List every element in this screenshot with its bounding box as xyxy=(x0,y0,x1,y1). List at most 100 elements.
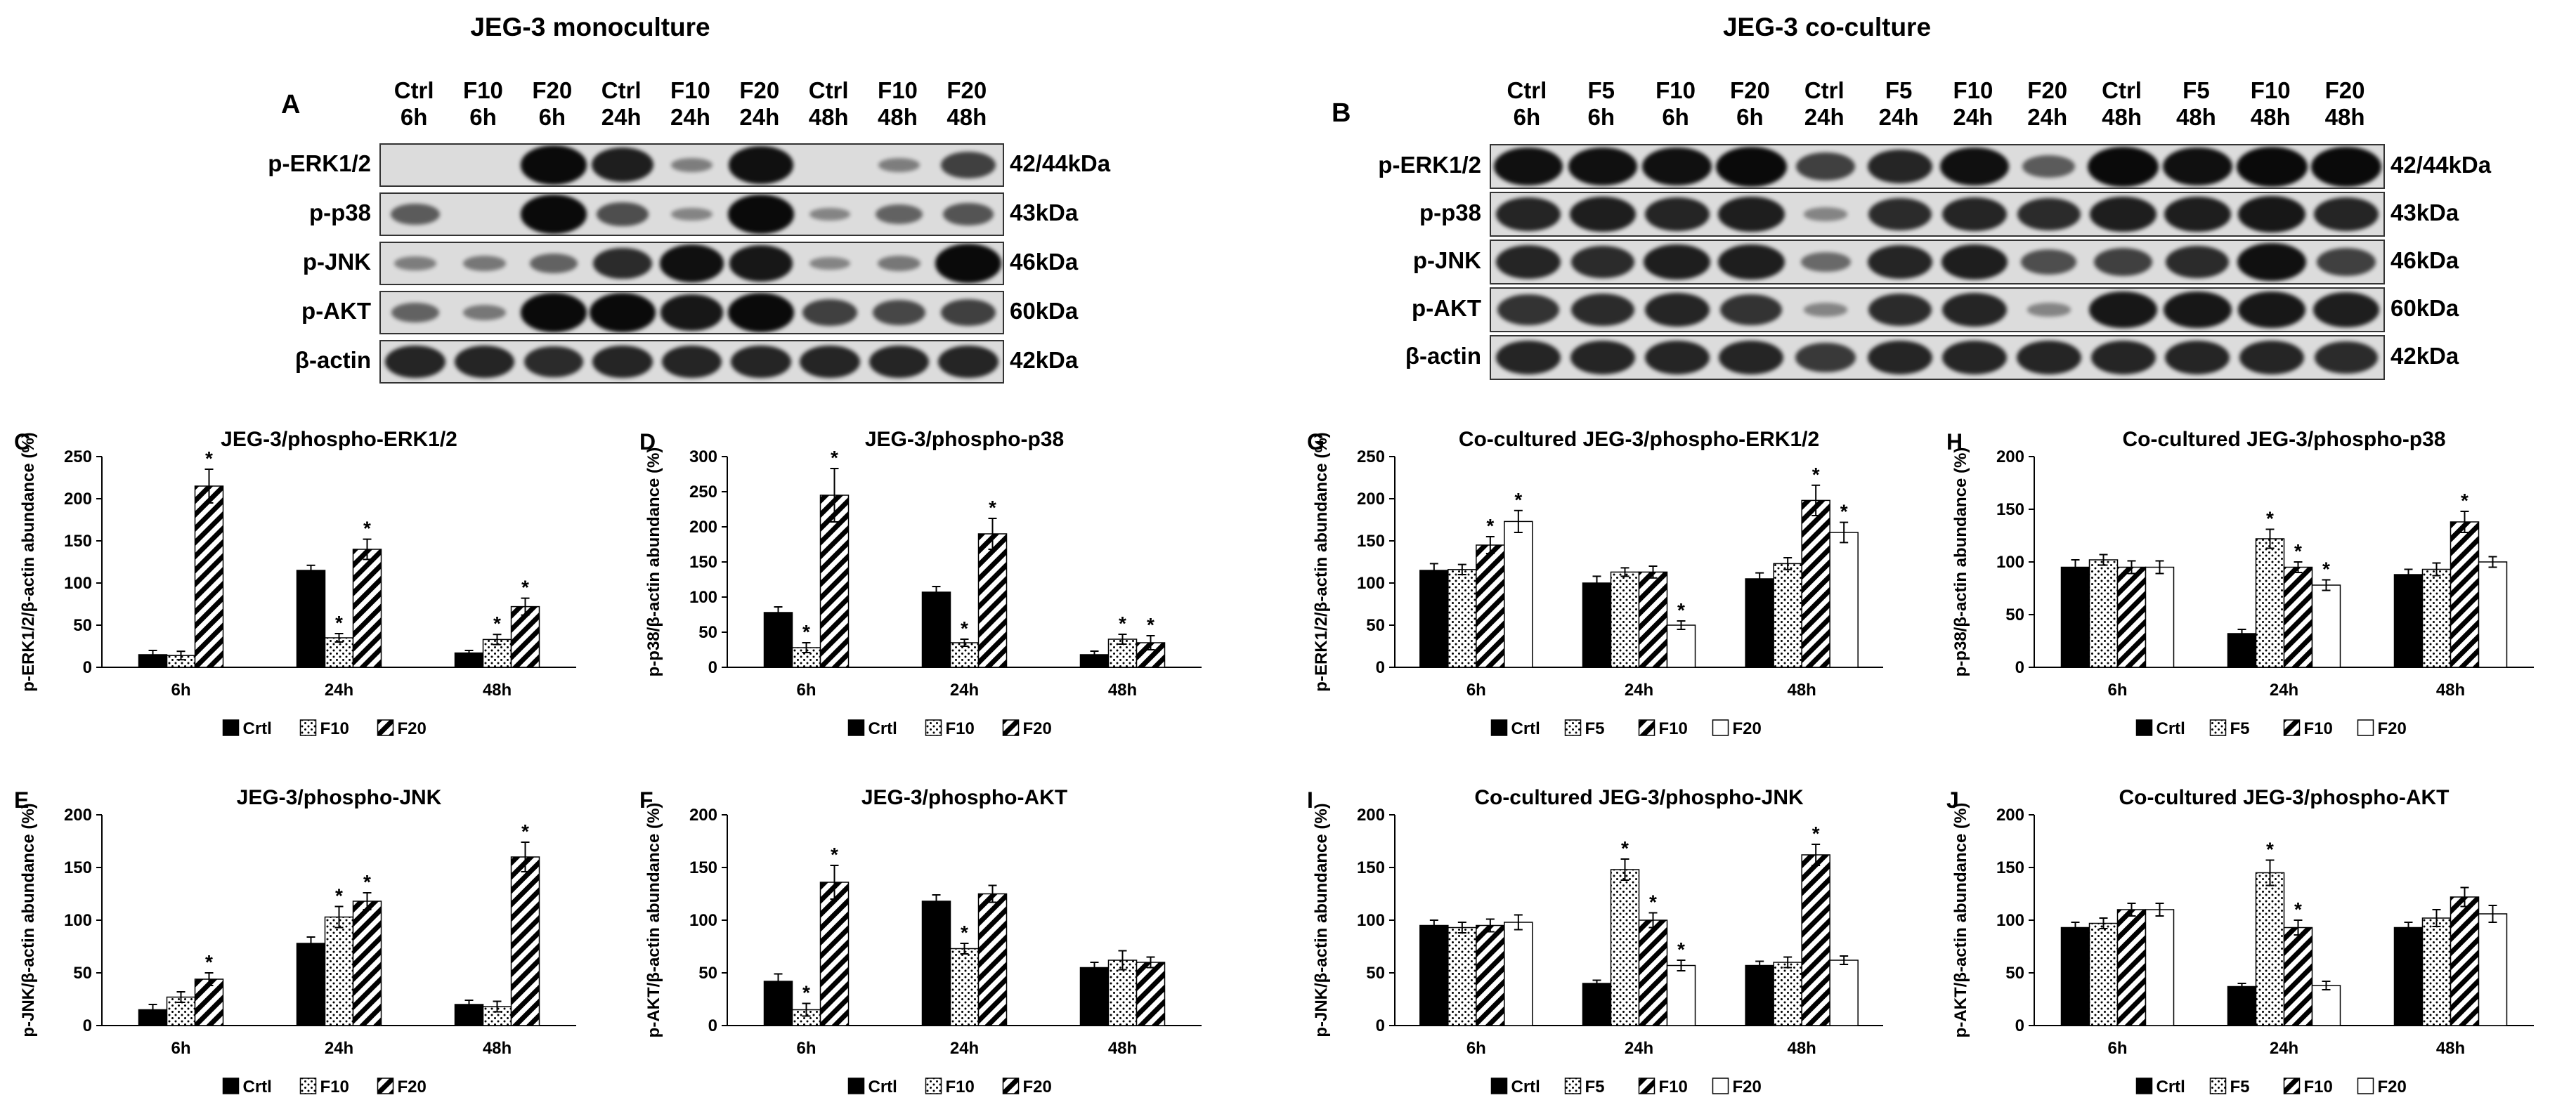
lane-time: 24h xyxy=(670,104,710,130)
molecular-weight-label: 43kDa xyxy=(2390,199,2459,225)
significance-marker: * xyxy=(2322,558,2330,580)
blot-row-label: p-JNK xyxy=(1412,247,1481,273)
bar xyxy=(1610,869,1640,1026)
blot-band xyxy=(590,293,656,332)
lane-time: 48h xyxy=(878,104,918,130)
panel-letter: C xyxy=(14,429,30,454)
chart-d: D JEG-3/phospho-p38 p-p38/β-actin abundanc… xyxy=(639,428,1202,738)
panel-letter: G xyxy=(1307,429,1325,454)
lane-treatment: F10 xyxy=(670,77,710,103)
legend-label: F10 xyxy=(320,1078,349,1096)
legend-label: Crtl xyxy=(869,719,897,738)
legend-label: F20 xyxy=(1023,1078,1052,1096)
y-tick-label: 100 xyxy=(1357,911,1385,930)
y-tick-label: 50 xyxy=(698,623,717,642)
legend-swatch xyxy=(847,719,865,736)
x-tick-label: 24h xyxy=(950,1039,979,1058)
y-tick-label: 100 xyxy=(64,911,92,930)
bar xyxy=(2283,927,2313,1026)
bar xyxy=(1829,532,1859,668)
blot-band xyxy=(1941,197,2007,232)
blot-band xyxy=(2016,340,2081,375)
y-tick-label: 150 xyxy=(1996,500,2024,519)
lane-header: F20 6h xyxy=(518,77,587,131)
bar xyxy=(1448,927,1477,1026)
significance-marker: * xyxy=(1119,613,1126,634)
lane-time: 48h xyxy=(2250,104,2291,130)
bar xyxy=(1476,544,1505,668)
legend-swatch xyxy=(2357,719,2374,736)
legend-label: F20 xyxy=(2378,719,2407,738)
x-tick-label: 48h xyxy=(1787,1039,1816,1058)
blot-strip xyxy=(379,242,1004,285)
lane-treatment: F20 xyxy=(1729,77,1770,103)
panel-letter-a: A xyxy=(281,90,301,119)
lane-time: 48h xyxy=(808,104,849,130)
chart-title: JEG-3/phospho-JNK xyxy=(237,786,442,809)
y-tick-label: 200 xyxy=(689,518,717,537)
y-tick-label: 0 xyxy=(2015,658,2024,677)
y-tick-label: 250 xyxy=(64,447,92,466)
y-tick-label: 0 xyxy=(2015,1016,2024,1035)
panel-letter: F xyxy=(639,787,653,813)
bar xyxy=(2478,913,2508,1026)
blot-band xyxy=(1796,152,1856,181)
x-tick-label: 24h xyxy=(325,1039,353,1058)
legend-label: F5 xyxy=(2230,1078,2250,1096)
significance-marker: * xyxy=(1840,501,1848,523)
blot-band xyxy=(1941,244,2008,280)
bar xyxy=(1504,922,1533,1026)
bar xyxy=(977,893,1008,1026)
x-tick-label: 6h xyxy=(2107,681,2127,700)
blot-band xyxy=(1718,244,1785,280)
blot-strip xyxy=(379,291,1004,334)
y-tick-label: 0 xyxy=(1376,658,1385,677)
bar xyxy=(1745,578,1774,668)
bar xyxy=(2255,872,2285,1026)
panel-letter: E xyxy=(14,787,29,813)
legend-label: Crtl xyxy=(2157,1078,2185,1096)
legend-label: F20 xyxy=(1733,1078,1762,1096)
y-axis-label: p-ERK1/2/β-actin abundance (%) xyxy=(19,432,38,691)
legend-swatch xyxy=(1712,1078,1729,1094)
blot-band xyxy=(521,195,587,234)
legend-label: F20 xyxy=(1023,719,1052,738)
x-tick-label: 24h xyxy=(2270,1039,2298,1058)
bar xyxy=(2145,566,2175,668)
molecular-weight-label: 43kDa xyxy=(1010,199,1079,225)
significance-marker: * xyxy=(363,871,371,893)
blot-strip xyxy=(1490,144,2385,189)
bar xyxy=(2478,561,2508,668)
blot-band xyxy=(1644,340,1710,375)
legend-label: Crtl xyxy=(243,1078,272,1096)
bar xyxy=(2060,927,2090,1026)
legend-label: F10 xyxy=(946,1078,975,1096)
bar xyxy=(1419,570,1449,668)
bar xyxy=(977,533,1008,668)
lane-header: F10 24h xyxy=(656,77,724,131)
blot-band xyxy=(2164,291,2232,329)
lane-treatment: F20 xyxy=(2324,77,2365,103)
significance-marker: * xyxy=(1621,837,1629,859)
molecular-weight-label: 42/44kDa xyxy=(2390,152,2492,178)
lane-header: Ctrl 6h xyxy=(1490,77,1564,131)
y-tick-label: 100 xyxy=(64,574,92,593)
x-tick-label: 6h xyxy=(2107,1039,2127,1058)
y-tick-label: 200 xyxy=(64,490,92,509)
y-tick-label: 200 xyxy=(64,806,92,825)
blot-band xyxy=(729,146,793,184)
blot-band xyxy=(521,145,587,185)
blot-band xyxy=(659,244,724,282)
blot-band xyxy=(529,253,578,274)
bar xyxy=(1773,962,1802,1026)
blot-strip xyxy=(379,340,1004,384)
blot-band xyxy=(1644,244,1710,280)
blot-band xyxy=(1495,340,1561,375)
legend-swatch xyxy=(1002,719,1020,736)
blot-band xyxy=(809,207,851,221)
blot-band xyxy=(661,345,722,379)
significance-marker: * xyxy=(1677,599,1685,621)
blot-row-label: β-actin xyxy=(294,347,371,373)
legend-swatch xyxy=(1490,719,1508,736)
y-tick-label: 50 xyxy=(1366,616,1385,635)
